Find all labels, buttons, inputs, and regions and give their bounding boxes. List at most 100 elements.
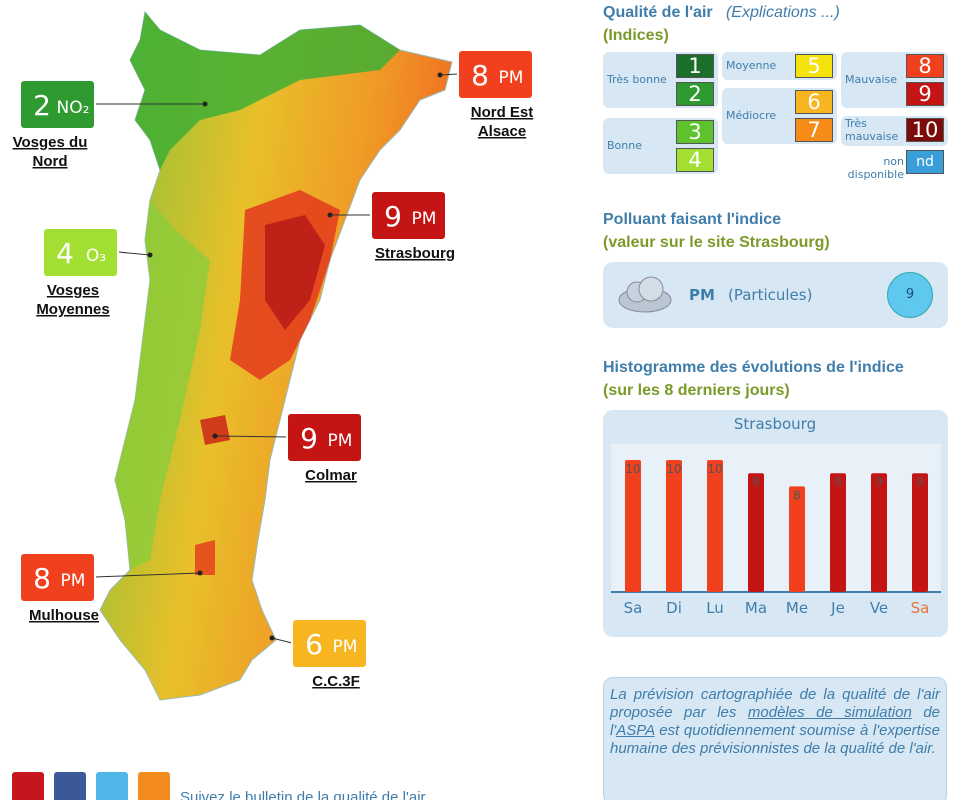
site-name[interactable]: Colmar: [305, 467, 357, 484]
bar: [789, 486, 805, 592]
map: 2 NO₂ Vosges du Nord 8 PM Nord Est Alsace 9 PM Str…: [13, 10, 534, 701]
histogram-panel: Strasbourg 10 Sa 10 Di 10 Lu 9 Ma 8 Me 9 Je 9 Ve 9 Sa: [603, 410, 948, 637]
legend-swatch: 3: [676, 120, 714, 144]
bar-label: 9: [834, 475, 842, 489]
plot-background: [611, 444, 941, 592]
leader-line: [214, 435, 288, 438]
day-label: Lu: [706, 599, 724, 617]
social-icons: [12, 772, 172, 800]
site-point: [147, 252, 153, 258]
leader-line: [439, 73, 459, 76]
day-label: Me: [786, 599, 808, 617]
note-text: de l': [610, 704, 941, 739]
facebook-icon[interactable]: [54, 772, 86, 800]
legend-swatch: 9: [906, 82, 944, 106]
legend-swatch: 8: [906, 54, 944, 78]
legend-label: Mauvaise: [845, 73, 898, 86]
bar: [830, 473, 846, 592]
index-value: 9: [384, 200, 402, 233]
index-value: 8: [471, 59, 489, 92]
site-point: [437, 72, 443, 78]
legend-group: Médiocre 6 7: [722, 88, 837, 144]
index-box: [457, 49, 534, 100]
leader-line: [94, 572, 201, 578]
legend-swatch: nd: [906, 150, 944, 174]
day-label: Je: [830, 599, 845, 617]
pollutant-panel: PM (Particules) 9: [603, 262, 948, 328]
site-name[interactable]: Vosges du Nord: [13, 134, 88, 170]
twitter-icon[interactable]: [96, 772, 128, 800]
section-title: Qualité de l'air (Explications ...): [603, 4, 840, 22]
index-box: [42, 227, 119, 278]
note-text: La prévision cartographiée de la qualité…: [610, 686, 940, 721]
histogram: Strasbourg 10 Sa 10 Di 10 Lu 9 Ma 8 Me 9 Je 9 Ve 9 Sa: [611, 415, 941, 617]
histogram-site: Strasbourg: [734, 415, 816, 433]
pollutant: PM: [333, 637, 358, 657]
bar-label: 9: [916, 475, 924, 489]
legend-swatch: 4: [676, 148, 714, 172]
pollutant: PM: [328, 431, 353, 451]
cloud-icon: [618, 276, 672, 313]
zone-lightgreen: [115, 200, 210, 570]
day-label: Sa: [911, 599, 930, 617]
legend-label: Bonne: [607, 139, 642, 152]
index-value: 6: [305, 628, 323, 661]
bar: [625, 460, 641, 592]
subtitle: (Indices): [603, 27, 669, 44]
bar-label: 8: [793, 488, 801, 502]
bar: [748, 473, 764, 592]
day-label: Di: [666, 599, 682, 617]
index-box: [286, 412, 363, 463]
legend-label: Médiocre: [726, 109, 777, 122]
site-name[interactable]: Nord Est Alsace: [471, 104, 534, 140]
index-value: 2: [33, 89, 51, 122]
note-text: est quotidiennement soumise à l'expertis…: [610, 722, 940, 757]
explain-link[interactable]: (Explications ...): [725, 4, 840, 21]
pollutant: O₃: [86, 246, 106, 266]
bar: [666, 460, 682, 592]
site-point: [269, 635, 275, 641]
legend-label: Moyenne: [726, 59, 777, 72]
site-point: [202, 101, 208, 107]
legend-group: Bonne 3 4: [603, 118, 718, 174]
index-value: 8: [33, 562, 51, 595]
legend-label: Très bonne: [607, 73, 667, 86]
index-box: [370, 190, 447, 241]
subtitle: (valeur sur le site Strasbourg): [603, 234, 830, 251]
pdf-icon[interactable]: [12, 772, 44, 800]
legend-group: Très bonne 1 2: [603, 52, 718, 108]
rss-icon[interactable]: [138, 772, 170, 800]
pollutant: PM: [61, 571, 86, 591]
leader-line: [117, 251, 151, 256]
title: Qualité de l'air: [603, 4, 713, 21]
site-name[interactable]: Vosges Moyennes: [36, 282, 109, 318]
site-name[interactable]: Mulhouse: [29, 607, 99, 624]
note: La prévision cartographiée de la qualité…: [603, 677, 947, 800]
subtitle: (sur les 8 derniers jours): [603, 382, 790, 399]
site-name[interactable]: Strasbourg: [375, 245, 455, 262]
pollutant: PM: [412, 209, 437, 229]
legend-swatch: 5: [795, 54, 833, 78]
note-link[interactable]: modèles de simulation: [747, 704, 912, 721]
index-value: 9: [300, 422, 318, 455]
site-markers: 2 NO₂ Vosges du Nord 8 PM Nord Est Alsace 9 PM Str…: [13, 49, 534, 690]
site-point: [327, 212, 333, 218]
legend: Très bonne 1 2 Bonne 3 4 Moyenne 5 Médiocre 6 7 Mau…: [603, 52, 948, 181]
bar: [871, 473, 887, 592]
note-link[interactable]: ASPA: [616, 722, 655, 739]
pollutant: PM: [499, 68, 524, 88]
site-name[interactable]: C.C.3F: [312, 673, 360, 690]
legend-group: Très mauvaise 10: [841, 116, 948, 146]
bar-label: 9: [875, 475, 883, 489]
bar-label: 9: [752, 475, 760, 489]
legend-swatch: 7: [795, 118, 833, 142]
section-title: Histogramme des évolutions de l'indice: [603, 359, 904, 376]
legend-swatch: 1: [676, 54, 714, 78]
legend-group: Mauvaise 8 9: [841, 52, 948, 108]
legend-swatch: 6: [795, 90, 833, 114]
pollutant: NO₂: [57, 98, 90, 118]
index-box: [291, 618, 368, 669]
pollutant-value: 9: [887, 272, 933, 318]
follow-link[interactable]: Suivez le bulletin de la qualité de l'ai…: [180, 789, 426, 800]
